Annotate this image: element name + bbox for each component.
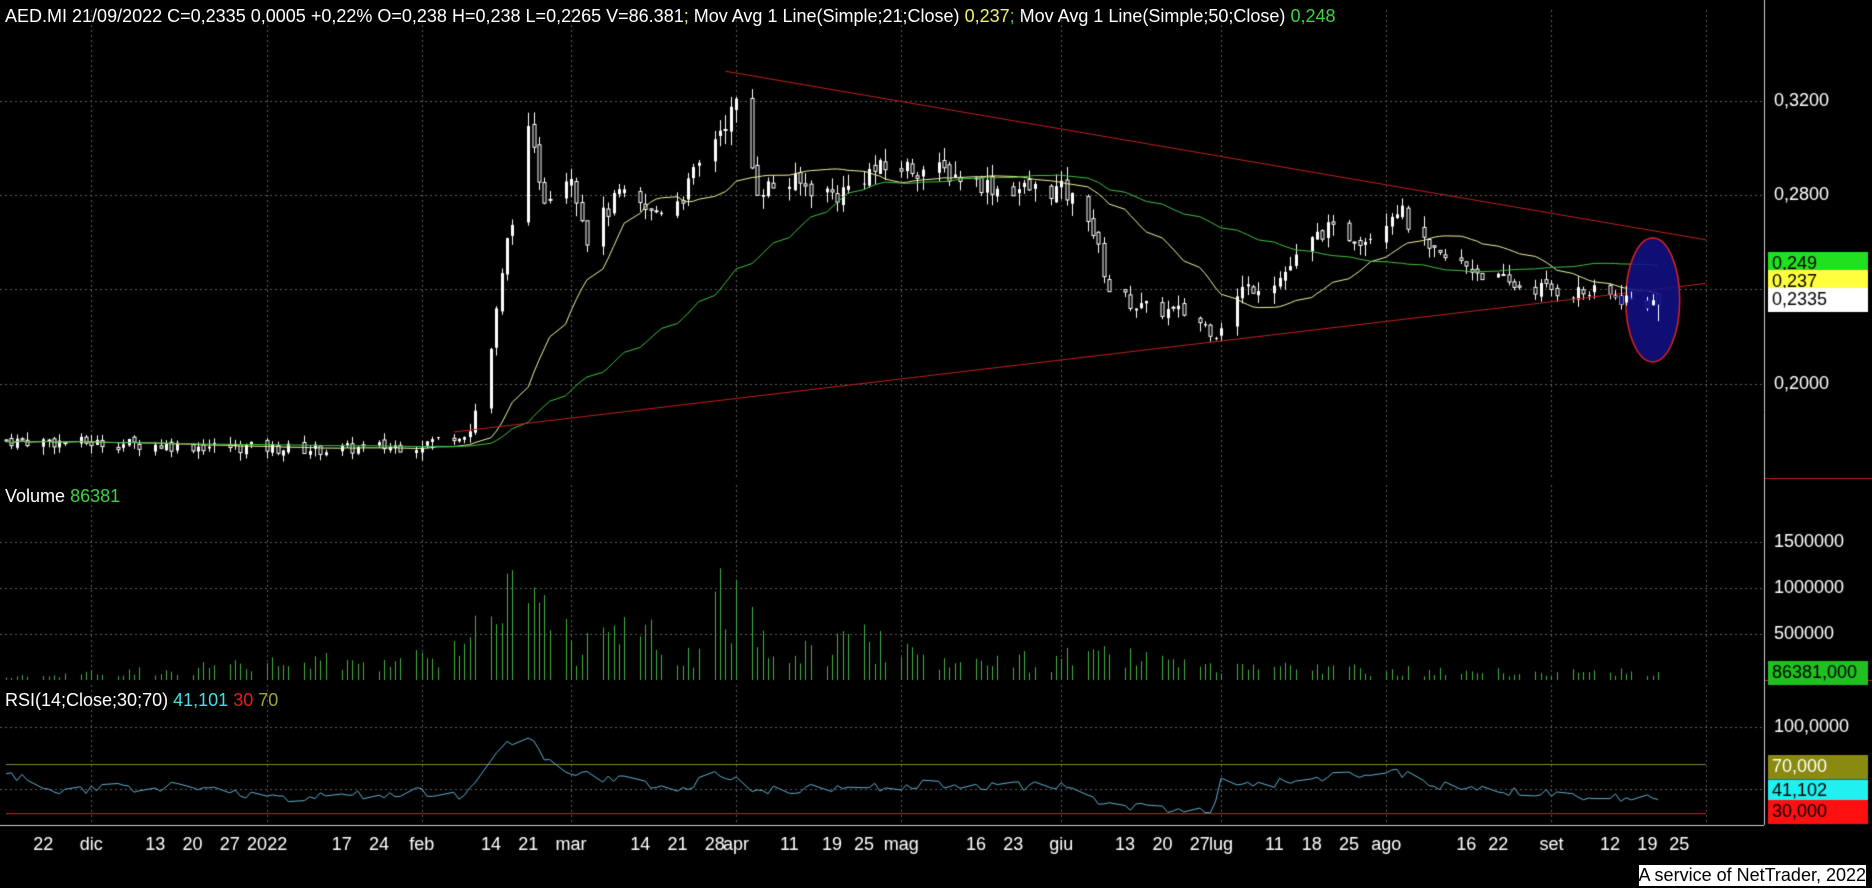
rsi-panel-header: RSI(14;Close;30;70) 41,101 30 70 (5, 690, 278, 710)
header-ma21-label: Mov Avg 1 Line(Simple;21;Close) (693, 6, 960, 26)
volume-panel-header: Volume 86381 (5, 486, 120, 506)
header-ma21-value: 0,237 (964, 6, 1010, 26)
volume-value: 86381 (70, 486, 121, 506)
header-volume: V=86.381 (606, 6, 684, 26)
header-low: L=0,2265 (525, 6, 602, 26)
footer-credit: A service of NetTrader, 2022 (1638, 865, 1866, 886)
header-ma50-value: 0,248 (1290, 6, 1336, 26)
header-high: H=0,238 (451, 6, 521, 26)
volume-label: Volume (5, 486, 66, 506)
header-ma50-label: Mov Avg 1 Line(Simple;50;Close) (1019, 6, 1286, 26)
rsi-label: RSI(14;Close;30;70) (5, 690, 169, 710)
header-close: C=0,2335 (167, 6, 246, 26)
price-panel-header: AED.MI 21/09/2022 C=0,2335 0,0005 +0,22%… (5, 6, 1336, 26)
header-change-pct: +0,22% (310, 6, 373, 26)
rsi-upper-level: 70 (258, 690, 279, 710)
rsi-value: 41,101 (173, 690, 229, 710)
rsi-lower-level: 30 (233, 690, 254, 710)
header-open: O=0,238 (377, 6, 447, 26)
header-date: 21/09/2022 (72, 6, 163, 26)
header-symbol: AED.MI (5, 6, 68, 26)
header-change: 0,0005 (250, 6, 306, 26)
